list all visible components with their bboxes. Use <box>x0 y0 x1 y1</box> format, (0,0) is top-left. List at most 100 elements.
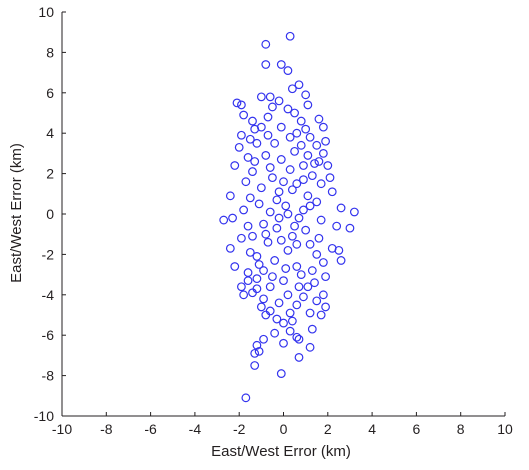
data-point <box>314 114 324 124</box>
data-point <box>243 153 253 162</box>
data-point <box>281 201 291 211</box>
data-point <box>241 393 251 403</box>
data-point <box>219 215 229 225</box>
y-tick-label: -4 <box>42 287 55 303</box>
y-tick-label: -6 <box>42 327 55 343</box>
x-tick-label: 6 <box>413 421 421 437</box>
data-point <box>270 328 280 338</box>
data-point <box>265 92 275 102</box>
data-point <box>294 80 304 90</box>
data-point <box>245 193 255 203</box>
data-point <box>310 159 319 168</box>
data-point <box>305 132 315 142</box>
data-point <box>345 223 355 233</box>
data-point <box>292 332 302 342</box>
y-tick-label: 6 <box>46 85 54 101</box>
data-point <box>243 276 253 286</box>
data-point <box>250 361 260 370</box>
y-tick-label: 2 <box>46 166 54 182</box>
y-tick-label: 8 <box>46 44 54 60</box>
data-point <box>252 252 262 261</box>
data-point <box>312 249 322 259</box>
data-point <box>299 161 308 170</box>
data-point <box>274 298 284 308</box>
data-point <box>307 324 317 334</box>
data-point <box>292 179 302 189</box>
data-point <box>272 195 282 205</box>
y-tick-label: -10 <box>34 408 54 424</box>
data-point <box>274 213 284 223</box>
data-point <box>234 142 244 152</box>
data-point <box>245 247 255 257</box>
data-point <box>279 177 288 187</box>
data-point <box>230 262 240 271</box>
data-point <box>261 310 271 320</box>
data-point <box>290 108 299 118</box>
data-point <box>239 110 249 120</box>
data-point <box>305 342 315 352</box>
data-point <box>292 262 302 271</box>
data-point <box>318 148 328 158</box>
data-point <box>243 268 253 277</box>
y-tick-label: -2 <box>42 246 55 262</box>
data-point <box>272 223 282 233</box>
data-point <box>261 229 271 239</box>
data-point <box>305 308 315 318</box>
data-point <box>296 116 306 126</box>
data-point <box>287 185 297 195</box>
data-point <box>283 290 293 300</box>
x-tick-label: 2 <box>324 421 332 437</box>
axes <box>61 11 506 417</box>
y-tick-label: -8 <box>42 368 55 384</box>
data-point <box>265 163 275 172</box>
data-point <box>303 100 313 110</box>
x-tick-label: 4 <box>368 421 376 437</box>
x-tick-label: -10 <box>52 421 72 437</box>
data-point <box>237 233 246 243</box>
data-point <box>232 98 242 108</box>
data-point <box>327 187 337 197</box>
x-tick-label: -4 <box>189 421 202 437</box>
data-point <box>256 122 266 132</box>
data-point <box>241 177 251 187</box>
data-point <box>283 245 293 255</box>
data-point <box>283 104 293 114</box>
data-point <box>301 124 311 134</box>
data-point <box>299 292 308 302</box>
data-point <box>259 294 268 304</box>
data-point <box>248 116 257 126</box>
data-point <box>318 258 328 267</box>
data-point <box>299 205 308 215</box>
data-point <box>250 348 260 358</box>
data-point <box>254 346 264 356</box>
data-point <box>323 161 333 170</box>
data-point <box>321 302 330 312</box>
data-point <box>349 207 359 217</box>
data-point <box>303 151 313 160</box>
data-point <box>276 60 286 69</box>
data-point <box>252 340 262 350</box>
data-point <box>243 221 253 231</box>
data-points <box>219 31 359 403</box>
data-point <box>305 201 315 211</box>
data-point <box>250 157 260 166</box>
data-point <box>261 151 271 160</box>
y-axis-label: East/West Error (km) <box>8 143 25 283</box>
data-point <box>270 256 280 265</box>
data-point <box>248 167 257 176</box>
data-point <box>276 369 286 378</box>
data-point <box>259 219 268 229</box>
y-tick-label: 4 <box>46 125 54 141</box>
data-point <box>285 326 295 336</box>
data-point <box>225 191 235 201</box>
data-point <box>310 278 319 288</box>
data-point <box>279 276 288 286</box>
data-point <box>279 338 288 348</box>
x-tick-label: -8 <box>100 421 113 437</box>
data-point <box>254 199 264 209</box>
data-point <box>301 90 311 100</box>
data-point <box>321 272 330 282</box>
data-point <box>290 221 299 231</box>
data-point <box>336 256 346 265</box>
data-point <box>274 187 284 197</box>
